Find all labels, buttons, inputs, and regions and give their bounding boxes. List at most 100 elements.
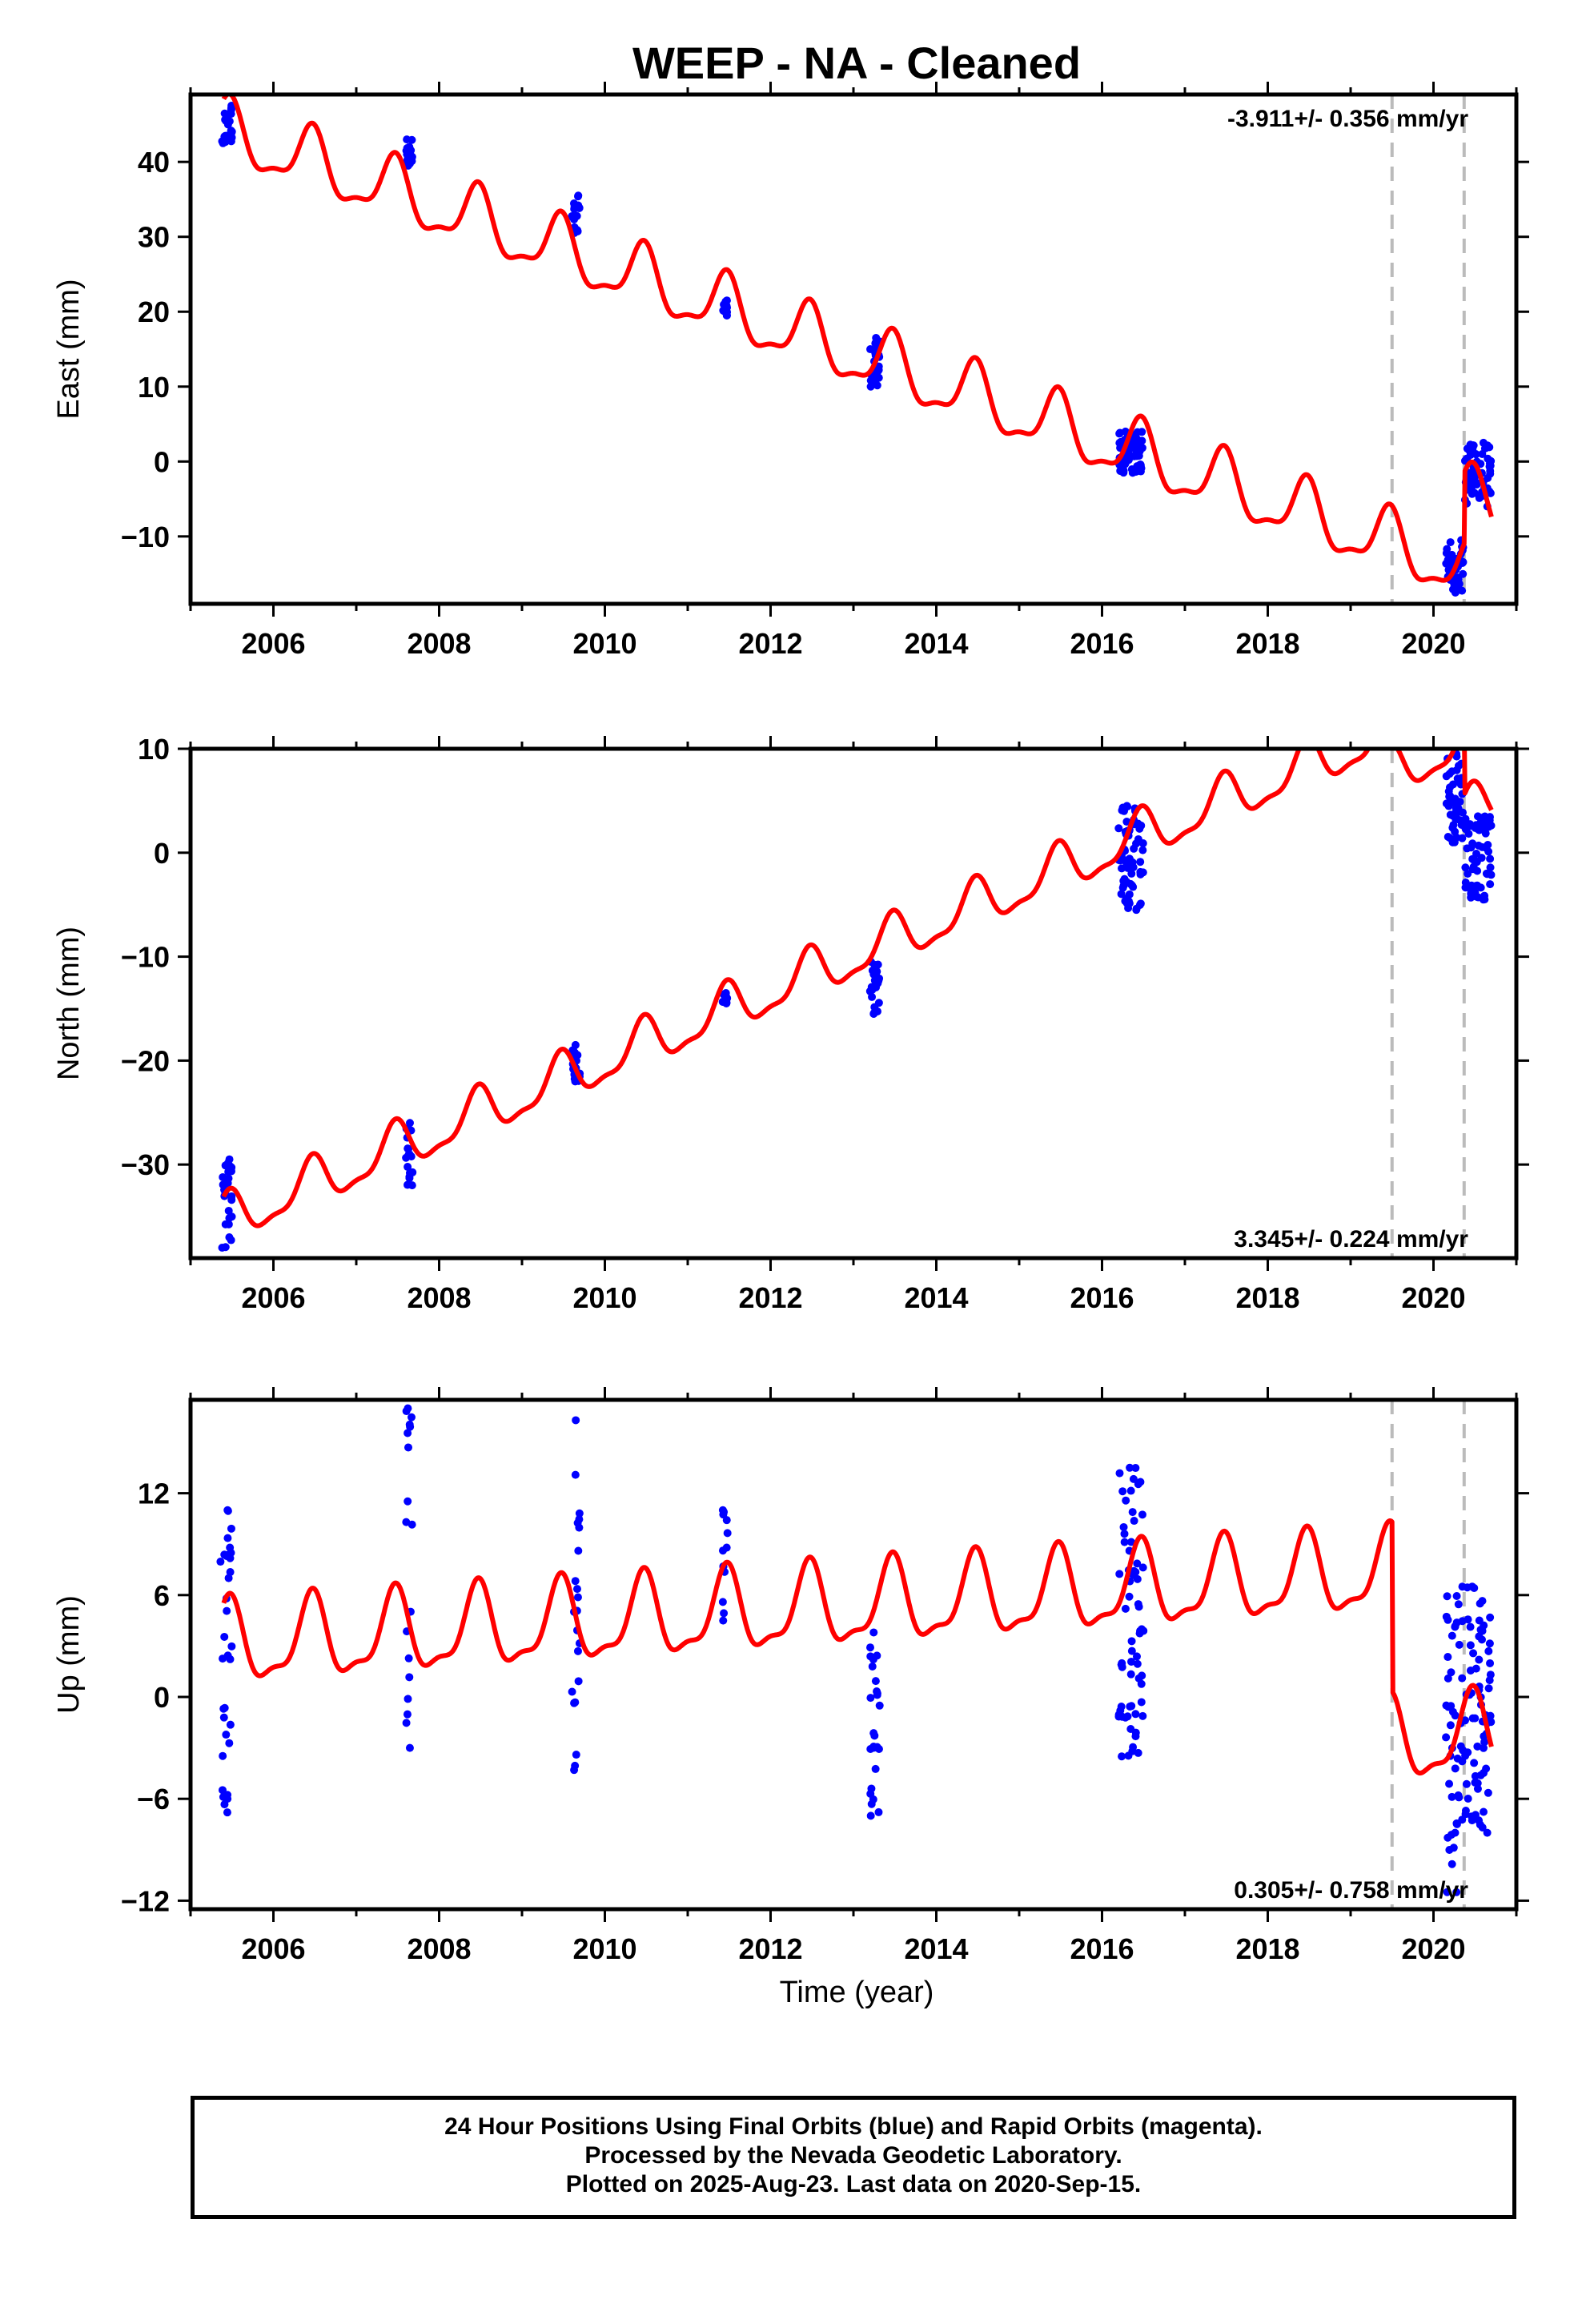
north-point <box>870 960 879 969</box>
x-axis-label: Time (year) <box>780 1976 934 2009</box>
north-point <box>1452 752 1461 761</box>
up-point <box>219 1713 228 1722</box>
up-point <box>1132 1652 1141 1661</box>
up-point <box>1445 1779 1454 1788</box>
north-point <box>1135 901 1144 910</box>
east-point <box>1115 429 1124 438</box>
up-point <box>216 1558 225 1566</box>
east-model-line <box>221 94 1494 583</box>
east-point <box>1451 585 1460 593</box>
north-point <box>1443 833 1452 842</box>
up-point <box>571 1470 580 1479</box>
up-point <box>226 1655 235 1663</box>
north-point <box>1480 895 1489 904</box>
north-model-line <box>221 749 1494 1228</box>
east-point <box>220 132 229 141</box>
up-point <box>219 1751 227 1760</box>
up-point <box>1473 1784 1482 1793</box>
up-point <box>575 1509 584 1518</box>
up-point <box>1447 1631 1456 1640</box>
up-point <box>1482 1764 1491 1773</box>
up-y-tick-label: 6 <box>154 1579 170 1612</box>
north-point <box>1468 881 1476 890</box>
up-point <box>1447 1860 1456 1868</box>
footer-line-1: 24 Hour Positions Using Final Orbits (bl… <box>444 2113 1263 2140</box>
up-point <box>1464 1795 1472 1803</box>
east-point <box>1465 447 1474 456</box>
east-y-tick-label: 0 <box>154 445 170 478</box>
up-point <box>227 1549 235 1558</box>
up-model-line <box>221 1518 1494 1776</box>
up-point <box>1135 1626 1144 1635</box>
up-point <box>1120 1530 1129 1538</box>
up-point <box>220 1632 229 1641</box>
up-point <box>1134 1480 1142 1489</box>
up-point <box>1461 1807 1470 1815</box>
up-point <box>1444 1703 1453 1711</box>
north-x-tick-label: 2012 <box>738 1281 802 1314</box>
up-point <box>722 1543 731 1552</box>
up-point <box>1447 1668 1456 1677</box>
up-data-points <box>216 1404 1496 1896</box>
up-point <box>223 1808 231 1817</box>
north-point <box>1486 880 1495 889</box>
up-point <box>1131 1728 1140 1737</box>
up-point <box>1118 1659 1126 1667</box>
north-y-tick-label: −30 <box>121 1148 170 1181</box>
up-point <box>866 1694 875 1703</box>
up-point <box>573 1593 582 1602</box>
up-point <box>1131 1464 1140 1473</box>
east-point <box>1442 549 1451 557</box>
north-y-tick-label: −10 <box>121 941 170 974</box>
up-point <box>869 1729 878 1738</box>
north-y-tick-label: 0 <box>154 837 170 870</box>
east-point <box>1115 439 1124 448</box>
up-point <box>1484 1647 1493 1655</box>
north-point <box>225 1233 234 1242</box>
up-point <box>1129 1474 1138 1483</box>
up-point <box>1480 1732 1488 1741</box>
north-point <box>1461 821 1470 830</box>
up-point <box>1133 1559 1142 1568</box>
north-point <box>1114 824 1123 833</box>
north-point <box>1118 883 1127 892</box>
up-point <box>873 1651 881 1660</box>
up-point <box>1133 1659 1142 1668</box>
north-x-tick-label: 2016 <box>1070 1281 1134 1314</box>
up-point <box>1472 1811 1480 1819</box>
up-frame <box>188 1397 1519 1912</box>
up-point <box>1469 1649 1478 1658</box>
east-point <box>405 143 414 151</box>
up-point <box>1478 1626 1487 1635</box>
up-point <box>1478 1823 1487 1831</box>
east-y-tick-label: 20 <box>138 296 170 328</box>
north-x-tick-label: 2008 <box>407 1281 471 1314</box>
up-point <box>1483 1828 1492 1837</box>
east-point <box>1486 467 1495 476</box>
up-point <box>1452 1888 1461 1896</box>
up-point <box>1480 1807 1488 1816</box>
up-x-tick-label: 2010 <box>572 1932 636 1965</box>
east-point <box>1453 575 1462 584</box>
north-point <box>223 1179 232 1188</box>
north-x-tick-label: 2018 <box>1235 1281 1299 1314</box>
up-point <box>1451 1622 1460 1631</box>
up-point <box>224 1574 233 1582</box>
up-point <box>867 1799 876 1808</box>
east-y-tick-label: 40 <box>138 146 170 179</box>
up-point <box>1451 1764 1460 1773</box>
up-point <box>1461 1716 1470 1725</box>
up-point <box>1131 1710 1140 1719</box>
up-point <box>1443 1653 1452 1662</box>
up-point <box>573 1647 582 1655</box>
up-point <box>1458 1674 1467 1683</box>
up-y-axis-label: Up (mm) <box>52 1595 86 1714</box>
up-point <box>1470 1759 1479 1767</box>
up-point <box>405 1420 414 1429</box>
east-point <box>408 135 416 144</box>
up-point <box>1472 1664 1480 1673</box>
east-point <box>720 300 729 309</box>
north-point <box>1481 829 1490 838</box>
east-point <box>871 339 880 348</box>
north-point <box>404 1180 412 1189</box>
